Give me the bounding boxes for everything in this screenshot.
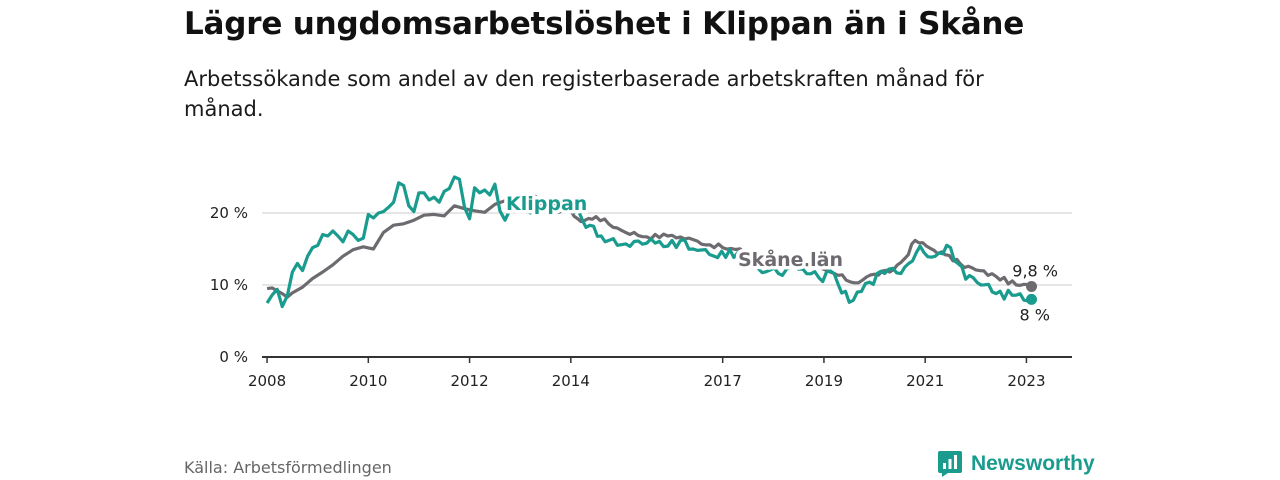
x-tick-label: 2023 <box>1007 372 1045 390</box>
x-tick-label: 2017 <box>704 372 742 390</box>
brand-logo[interactable]: Newsworthy <box>937 448 1095 480</box>
data-label-skane: 9,8 % <box>1012 261 1058 280</box>
x-tick-label: 2021 <box>906 372 944 390</box>
series-line-skane <box>266 194 1033 299</box>
series-line-klippan <box>265 175 1033 309</box>
chart-title: Lägre ungdomsarbetslöshet i Klippan än i… <box>184 6 1025 42</box>
series-label-skane: Skåne län <box>738 247 843 271</box>
x-tick-label: 2019 <box>805 372 843 390</box>
line-chart: 0 % 10 % 20 % 2008 2010 2012 2014 2017 2019 2021 2… <box>210 175 1072 390</box>
chart-subtitle: Arbetssökande som andel av den registerb… <box>184 67 984 121</box>
x-tick-label: 2012 <box>450 372 488 390</box>
source-note: Källa: Arbetsförmedlingen <box>184 458 392 477</box>
series-label-klippan: Klippan <box>506 193 587 215</box>
y-tick-label: 10 % <box>210 276 248 294</box>
end-point-skane <box>1026 280 1037 292</box>
x-tick-label: 2014 <box>552 372 590 390</box>
brand-name: Newsworthy <box>971 452 1095 475</box>
data-label-klippan: 8 % <box>1020 305 1050 324</box>
x-tick-label: 2008 <box>248 372 286 390</box>
y-tick-label: 20 % <box>210 204 248 222</box>
y-tick-label: 0 % <box>219 348 248 366</box>
newsworthy-logo-icon <box>938 451 962 477</box>
x-tick-label: 2010 <box>349 372 387 390</box>
end-point-klippan <box>1026 293 1037 305</box>
